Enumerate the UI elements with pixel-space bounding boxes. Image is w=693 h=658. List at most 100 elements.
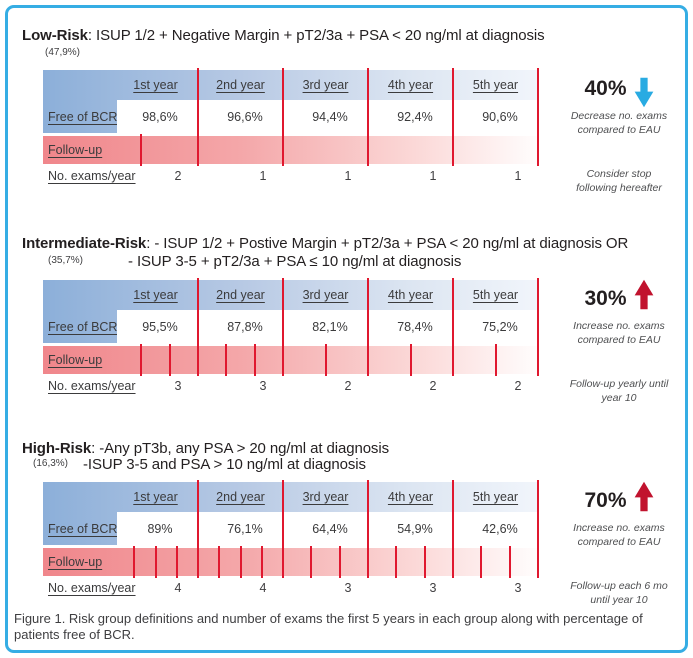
- bcr-value-cell: 76,1%: [202, 512, 288, 545]
- exam-count-cell: 2: [429, 379, 437, 393]
- high-risk-title-bold: High-Risk: [22, 440, 92, 457]
- change-percent: 70%: [584, 489, 627, 512]
- bcr-value-cell: 78,4%: [372, 310, 458, 343]
- high-risk-title-rest: : -Any pT3b, any PSA > 20 ng/ml at diagn…: [91, 440, 389, 457]
- exams-label: No. exams/year: [48, 169, 136, 183]
- exam-count-cell: 3: [344, 581, 352, 595]
- year-header-cell: 2nd year: [216, 288, 265, 302]
- bcr-value-cell: 94,4%: [287, 100, 373, 133]
- free-of-bcr-label: Free of BCR: [48, 521, 118, 536]
- change-percent: 40%: [584, 77, 627, 100]
- followup-row: Follow-up: [43, 346, 538, 374]
- followup-row: Follow-up: [43, 136, 538, 164]
- exam-count-cell: 4: [174, 581, 182, 595]
- exams-row: No. exams/year 2 1 1 1 1: [43, 166, 538, 186]
- year-header-cell: 4th year: [387, 78, 434, 92]
- free-of-bcr-row: Free of BCR 95,5% 87,8% 82,1% 78,4% 75,2…: [43, 310, 543, 343]
- low-risk-title-rest: : ISUP 1/2 + Negative Margin + pT2/3a + …: [87, 27, 545, 44]
- exam-count-cell: 3: [429, 581, 437, 595]
- change-note: Decrease no. exams compared to EAU: [570, 110, 668, 136]
- bcr-value-cell: 98,6%: [117, 100, 203, 133]
- free-of-bcr-label: Free of BCR: [48, 319, 118, 334]
- intermediate-risk-title-line2: - ISUP 3-5 + pT2/3a + PSA ≤ 10 ng/ml at …: [128, 253, 462, 270]
- year-header-cell: 4th year: [387, 288, 434, 302]
- exam-count-cell: 3: [174, 379, 182, 393]
- exam-count-cell: 1: [259, 169, 267, 183]
- panel-intermediate-risk: Intermediate-Risk: - ISUP 1/2 + Postive …: [0, 228, 693, 430]
- bcr-value-cell: 64,4%: [287, 512, 373, 545]
- year-header-cell: 3rd year: [302, 490, 349, 504]
- bcr-value-cell: 75,2%: [457, 310, 543, 343]
- bcr-value-cell: 54,9%: [372, 512, 458, 545]
- bcr-value-cell: 92,4%: [372, 100, 458, 133]
- year-header-row: 1st year 2nd year 3rd year 4th year 5th …: [43, 280, 538, 310]
- bcr-value-cell: 96,6%: [202, 100, 288, 133]
- followup-label: Follow-up: [48, 143, 103, 157]
- year-header-cell: 4th year: [387, 490, 434, 504]
- year-header-row: 1st year 2nd year 3rd year 4th year 5th …: [43, 70, 538, 100]
- intermediate-risk-annotation: 30% Increase no. exams compared to EAU Fo…: [546, 279, 692, 404]
- intermediate-risk-prevalence: (35,7%): [48, 255, 84, 266]
- followup-label: Follow-up: [48, 353, 103, 367]
- change-percent-row: 70%: [546, 481, 692, 522]
- low-risk-prevalence: (47,9%): [45, 47, 81, 58]
- year-header-cell: 2nd year: [216, 490, 265, 504]
- exam-count-cell: 3: [514, 581, 522, 595]
- exams-row: No. exams/year 4 4 3 3 3: [43, 578, 538, 598]
- high-risk-title-line2: -ISUP 3-5 and PSA > 10 ng/ml at diagnosi…: [83, 456, 366, 473]
- free-of-bcr-row: Free of BCR 98,6% 96,6% 94,4% 92,4% 90,6…: [43, 100, 543, 133]
- exam-count-cell: 4: [259, 581, 267, 595]
- change-percent-row: 30%: [546, 279, 692, 320]
- high-risk-title: High-Risk: -Any pT3b, any PSA > 20 ng/ml…: [22, 440, 389, 457]
- increase-arrow-icon: [634, 279, 653, 310]
- increase-arrow-icon: [634, 481, 653, 512]
- exams-row: No. exams/year 3 3 2 2 2: [43, 376, 538, 396]
- decrease-arrow-icon: [634, 77, 653, 108]
- high-risk-annotation: 70% Increase no. exams compared to EAU Fo…: [546, 481, 692, 606]
- year-header-cell: 1st year: [133, 78, 178, 92]
- exam-count-cell: 2: [514, 379, 522, 393]
- panel-high-risk: High-Risk: -Any pT3b, any PSA > 20 ng/ml…: [0, 433, 693, 606]
- low-risk-annotation: 40% Decrease no. exams compared to EAU Co…: [546, 70, 692, 194]
- free-of-bcr-row: Free of BCR 89% 76,1% 64,4% 54,9% 42,6%: [43, 512, 543, 545]
- intermediate-risk-table: 1st year 2nd year 3rd year 4th year 5th …: [43, 278, 543, 396]
- year-header-cell: 5th year: [472, 490, 519, 504]
- year-header-cell: 1st year: [133, 288, 178, 302]
- bcr-value-cell: 89%: [117, 512, 203, 545]
- exam-count-cell: 1: [514, 169, 522, 183]
- year-header-cell: 5th year: [472, 288, 519, 302]
- high-risk-table: 1st year 2nd year 3rd year 4th year 5th …: [43, 480, 543, 598]
- exam-count-cell: 1: [429, 169, 437, 183]
- followup-row: Follow-up: [43, 548, 538, 576]
- free-of-bcr-label: Free of BCR: [48, 109, 118, 124]
- bcr-value-cell: 87,8%: [202, 310, 288, 343]
- low-risk-title-bold: Low-Risk: [22, 27, 88, 44]
- intermediate-risk-title: Intermediate-Risk: - ISUP 1/2 + Postive …: [22, 235, 628, 252]
- change-percent: 30%: [584, 287, 627, 310]
- bcr-value-cell: 82,1%: [287, 310, 373, 343]
- exam-count-cell: 1: [344, 169, 352, 183]
- panel-low-risk: Low-Risk: ISUP 1/2 + Negative Margin + p…: [0, 20, 693, 225]
- year-header-cell: 3rd year: [302, 78, 349, 92]
- year-header-cell: 5th year: [472, 78, 519, 92]
- year-header-cell: 1st year: [133, 490, 178, 504]
- followup-footnote: Consider stop following hereafter: [576, 168, 662, 194]
- exam-count-cell: 2: [174, 169, 182, 183]
- followup-label: Follow-up: [48, 555, 103, 569]
- exams-label: No. exams/year: [48, 379, 136, 393]
- year-header-cell: 3rd year: [302, 288, 349, 302]
- intermediate-risk-title-bold: Intermediate-Risk: [22, 235, 147, 252]
- change-percent-row: 40%: [546, 70, 692, 110]
- year-header-cell: 2nd year: [216, 78, 265, 92]
- low-risk-title: Low-Risk: ISUP 1/2 + Negative Margin + p…: [22, 27, 545, 44]
- bcr-value-cell: 90,6%: [457, 100, 543, 133]
- followup-footnote: Follow-up yearly until year 10: [569, 378, 669, 404]
- bcr-value-cell: 95,5%: [117, 310, 203, 343]
- exam-count-cell: 3: [259, 379, 267, 393]
- figure-caption: Figure 1. Risk group definitions and num…: [14, 611, 643, 643]
- high-risk-prevalence: (16,3%): [33, 458, 69, 469]
- exams-label: No. exams/year: [48, 581, 136, 595]
- change-note: Increase no. exams compared to EAU: [573, 522, 665, 548]
- change-note: Increase no. exams compared to EAU: [573, 320, 665, 346]
